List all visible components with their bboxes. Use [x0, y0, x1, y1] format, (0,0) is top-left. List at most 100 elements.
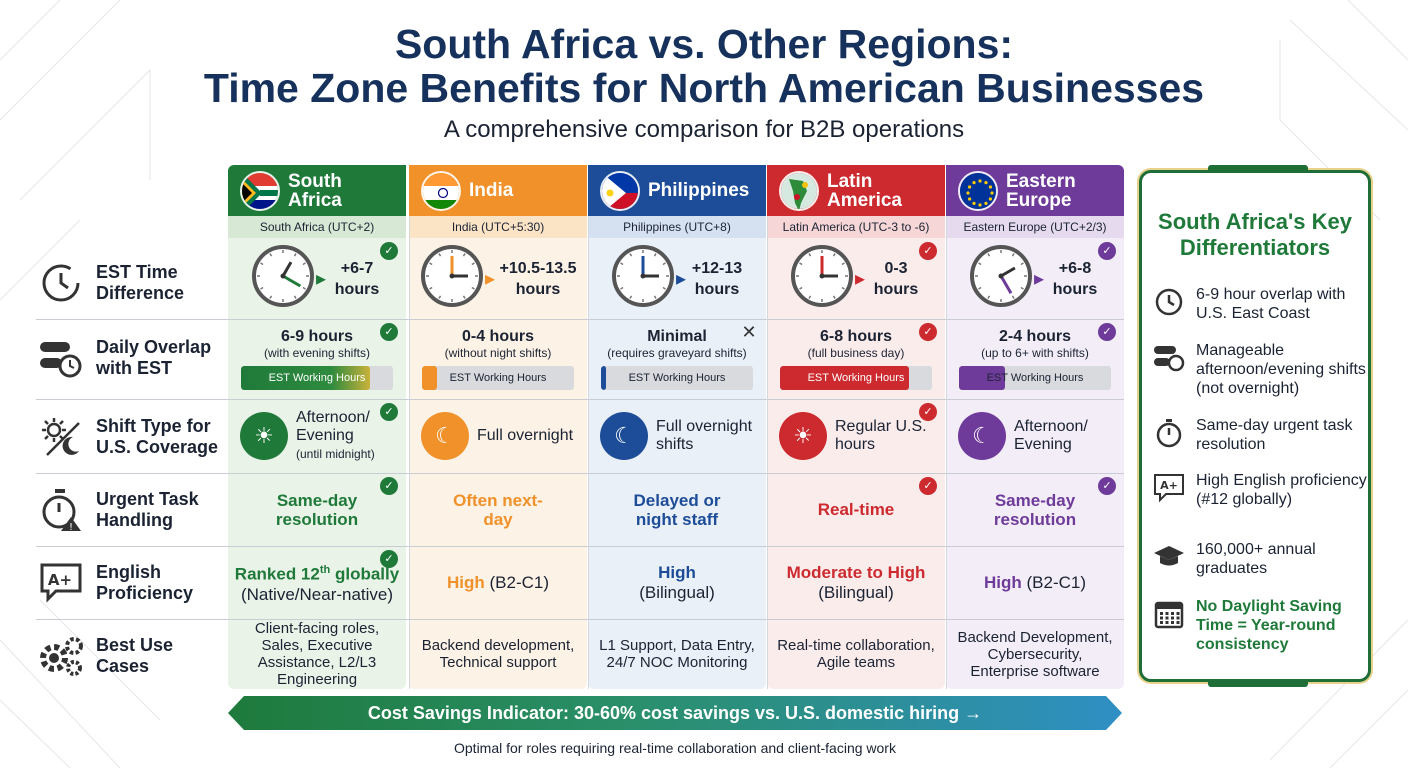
english-level: High (B2-C1) [984, 573, 1086, 593]
shift-type-cell: ☾ Afternoon/ Evening [946, 399, 1124, 473]
english-proficiency-cell: High (B2-C1) [946, 546, 1124, 619]
est-working-hours-bar: EST Working Hours [241, 366, 393, 390]
svg-text:A+: A+ [1160, 479, 1178, 492]
gears-icon [36, 631, 86, 681]
cross-icon: ✕ [741, 322, 757, 342]
use-cases-text: Client-facing roles, Sales, Executive As… [254, 620, 380, 688]
shift-type-cell: ☾ Full overnight [409, 399, 587, 473]
shift-type-cell: ☀ Regular U.S. hours [767, 399, 945, 473]
differentiator-text: No Daylight Saving Time = Year-round con… [1196, 598, 1342, 653]
flag-icon [779, 170, 819, 211]
english-level-tail: (B2-C1) [1021, 572, 1086, 592]
english-level: High (B2-C1) [447, 573, 549, 593]
est-difference-cell: ▸ +12-13 hours [588, 238, 766, 319]
arrow-icon: ▸ [675, 268, 687, 290]
use-cases-text: L1 Support, Data Entry, 24/7 NOC Monitor… [599, 637, 755, 671]
est-difference-cell: ▸ +6-8 hours [946, 238, 1124, 319]
differentiator-text: High English proficiency (#12 globally) [1196, 472, 1367, 508]
panel-tab-bottom [1208, 679, 1308, 687]
region-header-3: Latin America [767, 165, 945, 216]
region-utc-label: Eastern Europe (UTC+2/3) [946, 216, 1124, 238]
check-icon: ✓ [919, 477, 937, 495]
flag-icon [958, 170, 998, 211]
column-divider [946, 216, 947, 689]
row-divider [36, 546, 1124, 547]
bar-label: EST Working Hours [807, 372, 905, 384]
sun-icon: ☀ [240, 412, 288, 460]
overlap-note: (without night shifts) [444, 346, 552, 360]
schedule-toggle-icon [36, 333, 86, 383]
check-icon: ✓ [380, 403, 398, 421]
moon-icon: ☾ [600, 412, 648, 460]
region-name: Latin America [827, 170, 902, 211]
differentiator-item: 6-9 hour overlap with U.S. East Coast [1152, 285, 1368, 323]
est-working-hours-bar: EST Working Hours [601, 366, 753, 390]
check-icon: ✓ [380, 323, 398, 341]
language-icon: A+ [1152, 471, 1186, 505]
shift-type-text: Regular U.S. hours [835, 418, 945, 454]
svg-text:!: ! [69, 522, 73, 533]
overlap-note: (with evening shifts) [263, 346, 371, 360]
overlap-cell: 2-4 hours (up to 6+ with shifts) EST Worki… [946, 319, 1124, 399]
region-utc-label: South Africa (UTC+2) [228, 216, 406, 238]
est-working-hours-bar: EST Working Hours [959, 366, 1111, 390]
est-working-hours-bar: EST Working Hours [780, 366, 932, 390]
english-proficiency-cell: High (B2-C1) [409, 546, 587, 619]
urgent-handling-cell: Same-day resolution [946, 473, 1124, 546]
overlap-note: (full business day) [807, 346, 905, 360]
calendar-icon [1152, 597, 1186, 631]
est-difference-value: 0-3 hours [873, 259, 919, 298]
english-note: (Native/Near-native) [240, 584, 394, 604]
bar-fill [241, 366, 371, 390]
bar-fill [780, 366, 910, 390]
region-name: Philippines [648, 180, 750, 201]
english-level: High [658, 563, 696, 583]
flag-icon [600, 170, 640, 211]
use-cases-cell: L1 Support, Data Entry, 24/7 NOC Monitor… [588, 619, 766, 689]
differentiator-item: A+ High English proficiency (#12 globally… [1152, 471, 1368, 509]
row-label-usecases: Best Use Cases [36, 619, 226, 692]
urgent-handling-text: Delayed or night staff [633, 490, 721, 529]
shift-type-main: Full overnight [477, 427, 574, 444]
overlap-hours: 0-4 hours [461, 328, 534, 345]
bar-label: EST Working Hours [628, 372, 726, 384]
region-name: South Africa [288, 170, 342, 211]
row-label-urgent: ! Urgent Task Handling [36, 473, 226, 546]
stopwatch-alert-icon: ! [36, 485, 86, 535]
arrow-icon: ▸ [1033, 268, 1045, 290]
differentiator-text: 160,000+ annual graduates [1196, 541, 1316, 577]
overlap-note: (up to 6+ with shifts) [981, 346, 1089, 360]
shift-type-text: Afternoon/ Evening (until midnight) [296, 409, 382, 463]
use-cases-cell: Real-time collaboration, Agile teams [767, 619, 945, 689]
est-difference-value: +6-7 hours [334, 259, 380, 298]
bar-label: EST Working Hours [449, 372, 547, 384]
english-proficiency-cell: Moderate to High (Bilingual) [767, 546, 945, 619]
bar-fill [959, 366, 1005, 390]
shift-type-cell: ☀ Afternoon/ Evening (until midnight) [228, 399, 406, 473]
english-level-main: High [983, 572, 1022, 592]
sun-icon: ☀ [779, 412, 827, 460]
region-header-2: Philippines [588, 165, 766, 216]
row-divider [36, 399, 1124, 400]
column-divider [409, 216, 410, 689]
use-cases-cell: Backend Development, Cybersecurity, Ente… [946, 619, 1124, 689]
est-difference-value: +12-13 hours [691, 259, 743, 298]
page-title: South Africa vs. Other Regions: Time Zon… [203, 21, 1205, 111]
shift-type-main: Regular U.S. hours [835, 418, 927, 453]
arrow-icon: ▸ [854, 268, 866, 290]
differentiator-item: 160,000+ annual graduates [1152, 540, 1368, 578]
english-note: (Bilingual) [818, 582, 894, 602]
region-utc-label: Philippines (UTC+8) [588, 216, 766, 238]
check-icon: ✓ [919, 242, 937, 260]
panel-tab-top [1208, 165, 1308, 173]
urgent-handling-cell: Often next-day [409, 473, 587, 546]
differentiator-text: Same-day urgent task resolution [1196, 417, 1353, 453]
row-divider [36, 619, 1124, 620]
english-level: Ranked 12th globally [235, 560, 399, 585]
differentiator-item: Same-day urgent task resolution [1152, 416, 1368, 454]
page-subtitle: A comprehensive comparison for B2B opera… [443, 116, 965, 143]
check-icon: ✓ [1098, 323, 1116, 341]
urgent-handling-cell: Delayed or night staff [588, 473, 766, 546]
english-proficiency-cell: Ranked 12th globally (Native/Near-native) [228, 546, 406, 619]
region-header-1: India [409, 165, 587, 216]
